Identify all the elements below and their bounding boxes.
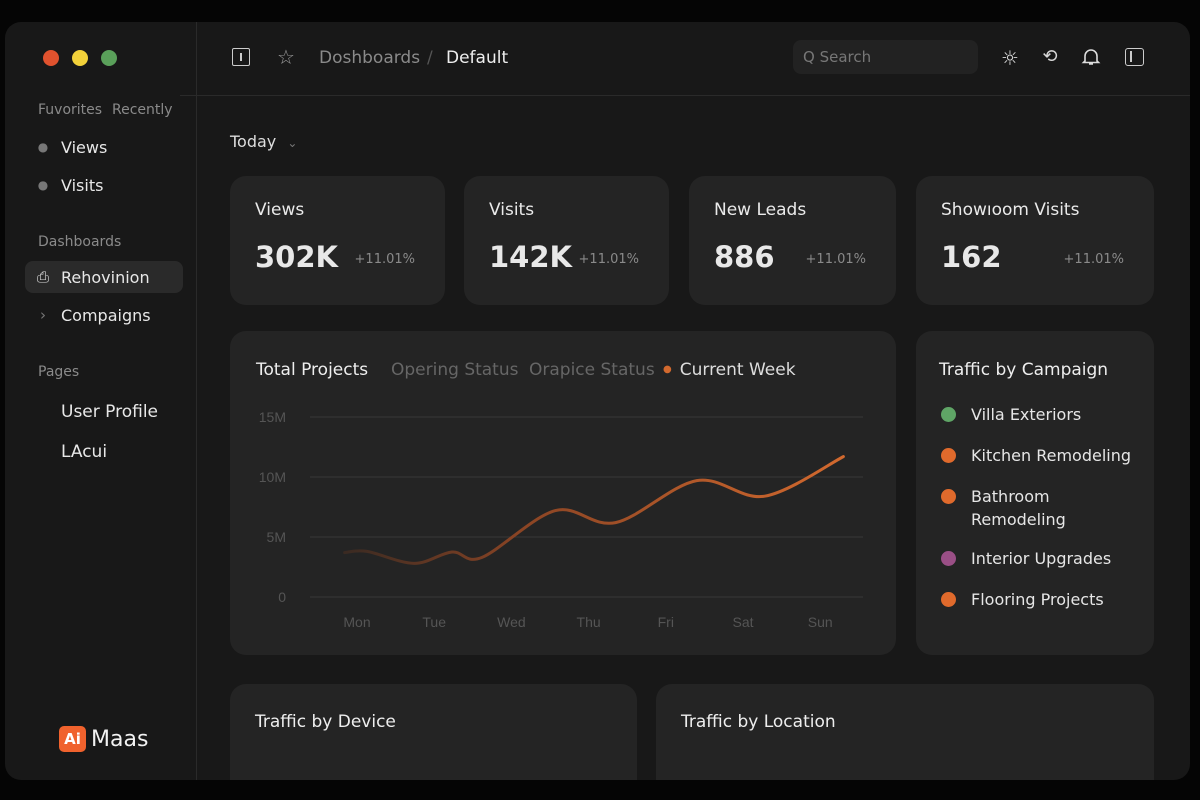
stat-title: New Leads bbox=[714, 200, 807, 220]
y-tick-label: 15M bbox=[259, 409, 286, 425]
campaign-label: Bathroom Remodeling bbox=[971, 487, 1066, 529]
sidebar-item-compaigns[interactable]: › Compaigns bbox=[25, 299, 183, 331]
sidebar-item-rehovinion[interactable]: ⎙ Rehovinion bbox=[25, 261, 183, 293]
bullet-icon: ● bbox=[37, 140, 49, 154]
sidebar-item-label: Rehovinion bbox=[61, 267, 150, 287]
series-dot-icon: ● bbox=[663, 364, 672, 375]
search-input[interactable]: Q Search bbox=[793, 40, 978, 74]
campaign-item[interactable]: Interior Upgrades bbox=[941, 547, 1151, 570]
campaign-color-dot-icon bbox=[941, 489, 956, 504]
breadcrumb-dashboards[interactable]: Doshboards bbox=[319, 48, 421, 68]
sidebar-item-lacui[interactable]: LAcui bbox=[25, 436, 183, 468]
x-tick-label: Fri bbox=[658, 614, 674, 630]
stat-card-views: Views 302K +11.01% bbox=[230, 176, 445, 305]
stat-title: Views bbox=[255, 200, 305, 220]
stat-card-showroom-visits: Showıoom Visits 162 +11.01% bbox=[916, 176, 1154, 305]
date-filter-dropdown[interactable]: Today ⌄ bbox=[230, 132, 297, 151]
campaign-label: Villa Exteriors bbox=[971, 405, 1082, 424]
campaign-color-dot-icon bbox=[941, 551, 956, 566]
breadcrumb-separator: / bbox=[427, 48, 433, 68]
sun-icon[interactable]: ☼ bbox=[1001, 46, 1019, 70]
history-icon[interactable]: ⟲ bbox=[1042, 46, 1058, 67]
traffic-by-location-card: Traffic by Location bbox=[656, 684, 1154, 780]
stat-delta: +11.01% bbox=[805, 252, 866, 267]
stat-value: 886 bbox=[714, 240, 775, 274]
campaign-item[interactable]: Kitchen Remodeling bbox=[941, 444, 1151, 467]
sidebar-item-user-profile[interactable]: User Profile bbox=[25, 396, 183, 428]
dashboards-heading: Dashboards bbox=[38, 234, 122, 250]
stat-card-visits: Visits 142K +11.01% bbox=[464, 176, 669, 305]
sidebar-item-label: LAcui bbox=[61, 442, 108, 462]
y-tick-label: 5M bbox=[267, 529, 286, 545]
tab-label: Current Week bbox=[679, 360, 796, 380]
pages-heading: Pages bbox=[38, 364, 80, 380]
stat-delta: +11.01% bbox=[578, 252, 639, 267]
stat-value: 142K bbox=[489, 240, 573, 274]
x-tick-label: Thu bbox=[577, 614, 601, 630]
line-chart: 0 5M 10M 15M Mon Tue Wed Thu Fri Sat Sun bbox=[259, 409, 863, 630]
x-tick-label: Sun bbox=[808, 614, 833, 630]
maximize-window-button[interactable] bbox=[101, 50, 117, 66]
dashboard-icon: ⎙ bbox=[36, 268, 49, 286]
x-tick-label: Wed bbox=[497, 614, 526, 630]
sidebar: Fuvorites Recently ● Views ● Visits Dashbo… bbox=[5, 22, 197, 780]
total-projects-chart-card: Total Projects Opering Status Orapice St… bbox=[230, 331, 896, 655]
campaign-color-dot-icon bbox=[941, 448, 956, 463]
stat-card-new-leads: New Leads 886 +11.01% bbox=[689, 176, 896, 305]
series-line-current-week bbox=[343, 455, 845, 565]
sidebar-item-label: Views bbox=[61, 137, 108, 157]
campaign-label: Interior Upgrades bbox=[971, 549, 1112, 568]
chevron-right-icon: › bbox=[40, 306, 46, 324]
logo: Ai Maas bbox=[59, 726, 148, 752]
stat-delta: +11.01% bbox=[1063, 252, 1124, 267]
campaign-item[interactable]: Flooring Projects bbox=[941, 588, 1151, 611]
campaign-label: Kitchen Remodeling bbox=[971, 446, 1132, 465]
x-tick-label: Mon bbox=[343, 614, 370, 630]
sidebar-item-views[interactable]: ● Views bbox=[25, 131, 183, 163]
sidebar-toggle-icon[interactable] bbox=[1125, 48, 1144, 66]
x-tick-label: Tue bbox=[422, 614, 446, 630]
x-tick-label: Sat bbox=[732, 614, 753, 630]
stat-title: Visits bbox=[489, 200, 535, 220]
tab-orapice-status[interactable]: Orapice Status bbox=[529, 360, 655, 380]
date-filter-label: Today bbox=[230, 132, 277, 151]
header-divider bbox=[180, 95, 1190, 96]
sidebar-item-label: Visits bbox=[61, 175, 104, 195]
bell-icon[interactable] bbox=[1080, 46, 1102, 68]
sidebar-panel-icon[interactable] bbox=[232, 48, 250, 66]
campaign-color-dot-icon bbox=[941, 407, 956, 422]
campaign-item[interactable]: Villa Exteriors bbox=[941, 403, 1151, 426]
campaign-item[interactable]: Bathroom Remodeling bbox=[941, 485, 1071, 531]
y-tick-label: 0 bbox=[278, 589, 286, 605]
device-title: Traffic by Device bbox=[255, 712, 396, 732]
bullet-icon: ● bbox=[37, 178, 49, 192]
logo-badge: Ai bbox=[59, 726, 86, 752]
campaign-title: Traffic by Campaign bbox=[939, 360, 1109, 380]
stat-delta: +11.01% bbox=[354, 252, 415, 267]
stat-value: 162 bbox=[941, 240, 1002, 274]
tab-favorites[interactable]: Fuvorites bbox=[38, 102, 103, 118]
app-window: Fuvorites Recently ● Views ● Visits Dashbo… bbox=[5, 22, 1190, 780]
campaign-label: Flooring Projects bbox=[971, 590, 1104, 609]
sidebar-item-label: Compaigns bbox=[61, 305, 151, 325]
tab-opering-status[interactable]: Opering Status bbox=[391, 360, 519, 380]
traffic-by-campaign-card: Traffic by Campaign Villa Exteriors Kitch… bbox=[916, 331, 1154, 655]
logo-name: Maas bbox=[91, 726, 149, 752]
traffic-by-device-card: Traffic by Device bbox=[230, 684, 637, 780]
breadcrumb-default: Default bbox=[446, 48, 509, 68]
close-window-button[interactable] bbox=[43, 50, 59, 66]
y-tick-label: 10M bbox=[259, 469, 286, 485]
tab-total-projects[interactable]: Total Projects bbox=[256, 360, 369, 380]
sidebar-item-visits[interactable]: ● Visits bbox=[25, 169, 183, 201]
chevron-down-icon: ⌄ bbox=[287, 136, 298, 150]
stat-title: Showıoom Visits bbox=[941, 200, 1080, 220]
location-title: Traffic by Location bbox=[681, 712, 836, 732]
tab-current-week[interactable]: ● Current Week bbox=[663, 360, 796, 380]
star-icon[interactable]: ☆ bbox=[277, 45, 295, 69]
sidebar-item-label: User Profile bbox=[61, 402, 159, 422]
stat-value: 302K bbox=[255, 240, 339, 274]
campaign-color-dot-icon bbox=[941, 592, 956, 607]
tab-recently[interactable]: Recently bbox=[112, 102, 173, 118]
minimize-window-button[interactable] bbox=[72, 50, 88, 66]
